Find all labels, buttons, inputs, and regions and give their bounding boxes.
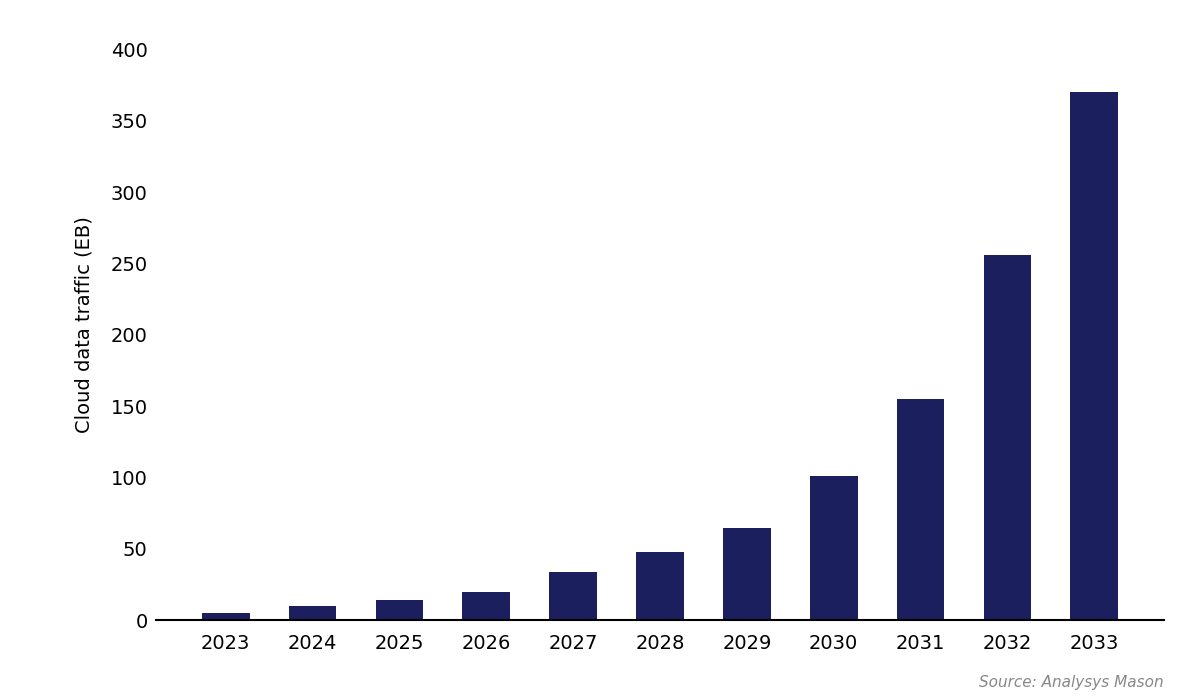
Bar [896,399,944,620]
Bar [722,528,770,620]
Bar [550,572,598,620]
Bar [462,592,510,620]
Bar [289,606,336,620]
Bar [376,600,424,620]
Y-axis label: Cloud data traffic (EB): Cloud data traffic (EB) [74,215,94,433]
Bar [984,255,1031,620]
Bar [636,552,684,620]
Text: Source: Analysys Mason: Source: Analysys Mason [979,675,1164,690]
Bar [202,613,250,620]
Bar [810,476,858,620]
Bar [1070,92,1118,620]
